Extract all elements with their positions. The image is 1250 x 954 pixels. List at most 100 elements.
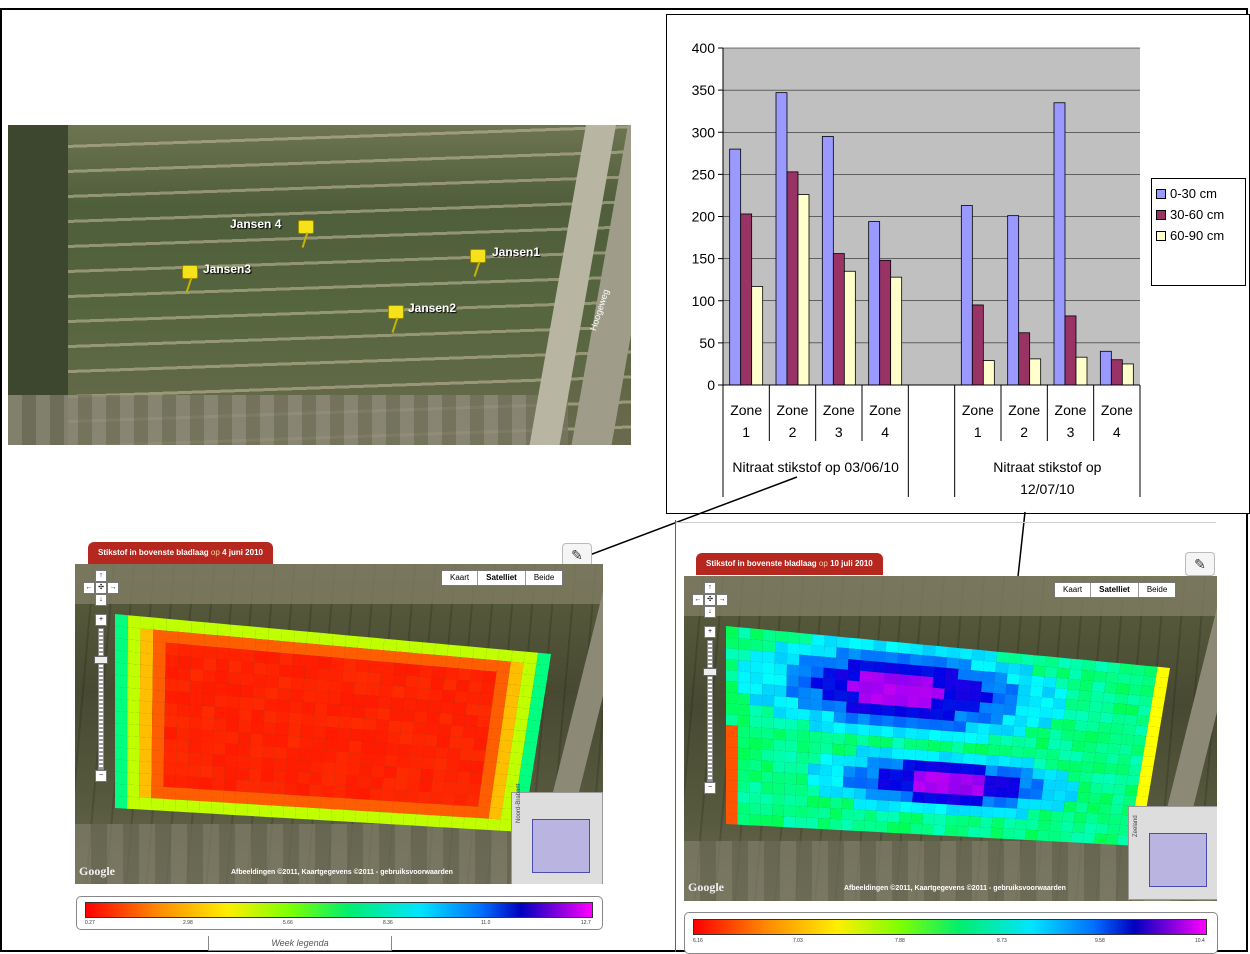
heatmap-cell: [990, 827, 1004, 839]
heatmap-cell: [1139, 695, 1153, 707]
heatmap-cell: [990, 713, 1004, 725]
scale-tick: 12.7: [581, 920, 591, 926]
map-type-control[interactable]: Kaart Satelliet Beide: [1054, 582, 1177, 598]
heatmap-cell: [786, 686, 799, 698]
pan-left-icon[interactable]: ←: [83, 582, 95, 594]
map-type-both-button[interactable]: Beide: [1146, 585, 1168, 594]
map-type-both-button[interactable]: Beide: [533, 573, 555, 582]
heatmap-cell: [176, 739, 189, 753]
heatmap-cell: [1085, 812, 1099, 824]
pin-icon[interactable]: [296, 220, 316, 250]
heatmap-cell: [288, 712, 302, 726]
heatmap-cell: [1098, 722, 1112, 734]
heatmap-cell: [355, 659, 370, 673]
heatmap-cell: [448, 736, 463, 749]
pan-up-icon[interactable]: ↑: [704, 582, 716, 594]
heatmap-cell: [1114, 693, 1129, 705]
heatmap-cell: [226, 707, 240, 721]
pin-icon[interactable]: [386, 305, 406, 335]
heatmap-cell: [429, 792, 444, 805]
heatmap-cell: [749, 737, 762, 750]
heatmap-cell: [1129, 755, 1144, 766]
map-type-control[interactable]: Kaart Satelliet Beide: [441, 570, 564, 586]
pan-down-icon[interactable]: ↓: [704, 606, 716, 618]
zoom-out-icon[interactable]: −: [95, 770, 107, 782]
heatmap-cell: [888, 800, 901, 813]
heatmap-cell: [1087, 711, 1102, 723]
heatmap-cell: [762, 651, 775, 664]
heatmap-cell: [890, 769, 903, 781]
heatmap-cell: [1057, 760, 1071, 771]
satellite-map[interactable]: ↑ ← ✣ → ↓ + − Kaart Satelliet Beide Zeel…: [684, 576, 1217, 901]
map-type-map-button[interactable]: Kaart: [1055, 583, 1092, 597]
heatmap-cell: [1025, 726, 1039, 738]
heatmap-cell: [412, 722, 427, 735]
heatmap-cell: [884, 662, 898, 674]
heatmap-cell: [947, 794, 960, 806]
pin-icon[interactable]: [468, 249, 488, 279]
pin-icon[interactable]: [180, 265, 200, 295]
heatmap-cell: [947, 647, 961, 659]
heatmap-cell: [857, 713, 871, 725]
zoom-slider[interactable]: [98, 628, 104, 770]
heatmap-cell: [200, 741, 214, 755]
heatmap-cell: [1052, 698, 1067, 710]
heatmap-cell: [139, 773, 152, 786]
heatmap-cell: [151, 737, 165, 751]
heatmap-cell: [355, 810, 369, 823]
map-type-satellite-button[interactable]: Satelliet: [1091, 583, 1139, 597]
map-copyright[interactable]: Afbeeldingen ©2011, Kaartgegevens ©2011 …: [231, 869, 453, 876]
heatmap-cell: [259, 792, 273, 806]
heatmap-cell: [985, 765, 998, 777]
heatmap-cell: [202, 693, 216, 707]
zoom-out-icon[interactable]: −: [704, 782, 716, 794]
heatmap-cell: [204, 634, 218, 648]
heatmap-cell: [337, 727, 351, 741]
heatmap-cell: [346, 763, 361, 776]
map-type-satellite-button[interactable]: Satelliet: [478, 571, 526, 585]
heatmap-cell: [841, 808, 854, 821]
map-type-map-button[interactable]: Kaart: [442, 571, 479, 585]
heatmap-cell: [750, 628, 763, 641]
pan-right-icon[interactable]: →: [716, 594, 728, 606]
heatmap-cell: [901, 780, 914, 792]
heatmap-cell: [950, 752, 964, 764]
pan-right-icon[interactable]: →: [107, 582, 119, 594]
heatmap-cell: [917, 718, 931, 730]
pan-center-icon[interactable]: ✣: [704, 594, 716, 606]
pan-up-icon[interactable]: ↑: [95, 570, 107, 582]
map-copyright[interactable]: Afbeeldingen ©2011, Kaartgegevens ©2011 …: [844, 885, 1066, 892]
heatmap-cell: [140, 676, 153, 690]
heatmap-cell: [1107, 824, 1121, 835]
legend-item: 30-60 cm: [1156, 204, 1241, 225]
pan-down-icon[interactable]: ↓: [95, 594, 107, 606]
zoom-handle[interactable]: [703, 668, 717, 676]
heatmap-cell: [202, 681, 216, 695]
overview-map[interactable]: Noord-Brabant: [511, 784, 603, 884]
heatmap-cell: [786, 696, 799, 709]
zoom-slider[interactable]: [707, 640, 713, 782]
satellite-map[interactable]: ↑ ← ✣ → ↓ + − Kaart Satelliet Beide Noor…: [75, 564, 603, 884]
heatmap-cell: [847, 669, 861, 682]
heatmap-cell: [819, 785, 832, 798]
heatmap-cell: [984, 775, 997, 787]
heatmap-cell: [1034, 748, 1048, 760]
overview-map[interactable]: Zeeland: [1128, 806, 1217, 900]
zoom-in-icon[interactable]: +: [95, 614, 107, 626]
heatmap-cell: [263, 722, 277, 735]
heatmap-cell: [859, 681, 872, 694]
heatmap-cell: [127, 724, 140, 737]
legend-toggle[interactable]: Week legenda: [208, 936, 392, 951]
pan-center-icon[interactable]: ✣: [95, 582, 107, 594]
pan-left-icon[interactable]: ←: [692, 594, 704, 606]
heatmap-cell: [1152, 686, 1167, 698]
zoom-handle[interactable]: [94, 656, 108, 664]
pencil-icon[interactable]: ✎: [562, 543, 592, 567]
heatmap-cell: [468, 680, 483, 694]
heatmap-cell: [191, 645, 204, 658]
heatmap-cell: [1068, 760, 1083, 772]
zoom-in-icon[interactable]: +: [704, 626, 716, 638]
pencil-icon[interactable]: ✎: [1185, 552, 1215, 576]
heatmap-cell: [1010, 746, 1024, 758]
heatmap-cell: [238, 732, 251, 745]
